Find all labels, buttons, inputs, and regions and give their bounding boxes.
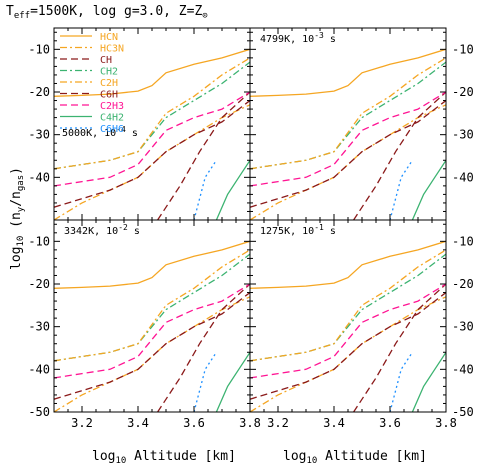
y-tick-label-right: -50 [452, 405, 474, 419]
y-tick-label: -40 [28, 170, 50, 184]
y-tick-label: -20 [28, 277, 50, 291]
panel-2: 4799K, 10-3 s -10 -20 -30 -40 [249, 27, 474, 221]
legend-label: HCN [100, 32, 118, 43]
series-line-c2h3 [54, 91, 250, 187]
series-line-c4h2 [215, 351, 250, 412]
series-line-c2h3 [54, 283, 250, 379]
series-line-ch [54, 291, 250, 400]
panel-1: 5000K, 10-4 s -10 -20 -30 -40 [28, 27, 251, 221]
series-line-c2h [250, 249, 446, 362]
series-line-hcn [54, 48, 250, 97]
y-tick-label-right: -10 [452, 42, 474, 56]
x-tick-label: 3.6 [379, 416, 401, 430]
series-line-c2h3 [250, 283, 446, 379]
y-tick-label-right: -20 [452, 277, 474, 291]
y-tick-label-right: -20 [452, 85, 474, 99]
series-line-c4h2 [411, 351, 446, 412]
series-line-ch [250, 99, 446, 208]
x-axis-label-left: log10 Altitude [km] [92, 449, 236, 465]
y-tick-label: -50 [28, 405, 50, 419]
legend-label: C2H [100, 78, 118, 89]
y-tick-label: -30 [28, 128, 50, 142]
legend-label: C2H3 [100, 101, 124, 112]
x-tick-label: 3.4 [323, 416, 345, 430]
y-tick-label: -10 [28, 234, 50, 248]
series-line-c2h [54, 57, 250, 170]
x-tick-label: 3.4 [127, 416, 149, 430]
x-tick-label: 3.2 [267, 416, 289, 430]
panel-frame [53, 219, 251, 413]
series-line-c4h2 [215, 159, 250, 220]
y-tick-label: -40 [28, 362, 50, 376]
x-tick-label: 3.2 [71, 416, 93, 430]
series-line-hcn [54, 240, 250, 289]
panel-frame [249, 27, 447, 221]
series-line-c2h [54, 249, 250, 362]
series-line-c2h [250, 57, 446, 170]
x-tick-label: 3.8 [239, 416, 261, 430]
legend-label: HC3N [100, 44, 124, 55]
y-tick-label-right: -30 [452, 128, 474, 142]
panel-frame [53, 27, 251, 221]
y-tick-label-right: -10 [452, 234, 474, 248]
x-tick-label: 3.6 [183, 416, 205, 430]
legend-label: C6H6 [100, 124, 124, 135]
y-tick-label-right: -30 [452, 320, 474, 334]
y-axis-label: log10 (ny/ngas) [9, 167, 26, 270]
panel-label: 1275K, 10-1 s [260, 223, 336, 237]
panel-4: 1275K, 10-1 s -10 -20 -30 -40 -50 3.2 3.4 3.6 3.8 [249, 219, 474, 430]
series-line-c4h2 [411, 159, 446, 220]
y-tick-label-right: -40 [452, 170, 474, 184]
panel-label: 5000K, 10-4 s [62, 125, 138, 139]
y-tick-label-right: -40 [452, 362, 474, 376]
x-tick-label: 3.8 [435, 416, 457, 430]
y-tick-label: -20 [28, 85, 50, 99]
series-line-c6h [353, 283, 446, 412]
legend-label: CH [100, 55, 112, 66]
series-line-ch2 [54, 253, 250, 362]
series-line-c6h6 [389, 351, 413, 412]
panel-label: 3342K, 10-2 s [64, 223, 140, 237]
series-line-c6h6 [389, 159, 413, 220]
series-line-c6h6 [193, 159, 217, 220]
legend-label: CH2 [100, 67, 118, 78]
x-axis-label-right: log10 Altitude [km] [283, 449, 427, 465]
series-line-ch2 [250, 61, 446, 170]
panel-label: 4799K, 10-3 s [260, 31, 336, 45]
series-line-ch2 [54, 61, 250, 170]
series-line-c2h3 [250, 91, 446, 187]
series-line-c6h [353, 91, 446, 220]
series-line-hcn [250, 240, 446, 289]
series-line-ch [54, 99, 250, 208]
legend-label: C6H [100, 90, 118, 101]
chart-title: Teff=1500K, log g=3.0, Z=Z⊙ [6, 4, 208, 21]
y-tick-label: -10 [28, 42, 50, 56]
series-line-c6h [157, 91, 250, 220]
panel-3: 3342K, 10-2 s -10 -20 -30 -40 -50 3.2 3.4 3.6 3.8 [28, 219, 261, 430]
series-line-ch [250, 291, 446, 400]
series-line-c6h6 [193, 351, 217, 412]
series-line-ch2 [250, 253, 446, 362]
legend-label: C4H2 [100, 113, 124, 124]
series-line-c6h [157, 283, 250, 412]
series-line-hcn [250, 48, 446, 97]
y-tick-label: -30 [28, 320, 50, 334]
panel-frame [249, 219, 447, 413]
